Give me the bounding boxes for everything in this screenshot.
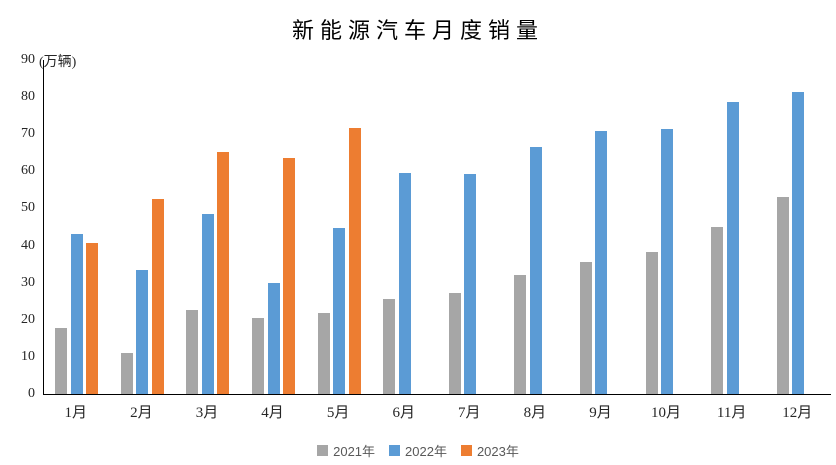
bar-series1-month3 xyxy=(186,310,199,394)
y-tick-label-30: 30 xyxy=(21,274,35,290)
y-tick-label-0: 0 xyxy=(28,386,35,401)
chart-title: 新能源汽车月度销量 xyxy=(291,18,544,43)
bar-series1-month9 xyxy=(579,261,592,394)
bar-series1-month10 xyxy=(645,251,658,394)
y-tick-label-60: 60 xyxy=(21,163,35,179)
x-tick-label-month11: 11月 xyxy=(716,405,747,421)
x-tick-label-month3: 3月 xyxy=(195,405,219,421)
bar-series2-month2 xyxy=(136,270,149,394)
x-tick-label-month12: 12月 xyxy=(782,405,813,421)
y-tick-label-90: 90 xyxy=(21,52,35,67)
x-tick-label-month1: 1月 xyxy=(64,405,88,421)
bar-series1-month12 xyxy=(776,196,789,394)
plot-area xyxy=(43,60,831,395)
y-tick-label-40: 40 xyxy=(21,237,35,253)
bar-series3-month2 xyxy=(151,199,164,394)
y-axis-unit-label: (万辆) xyxy=(39,55,77,70)
y-tick-label-50: 50 xyxy=(21,200,35,216)
x-tick-label-month10: 10月 xyxy=(651,405,682,421)
y-tick-label-20: 20 xyxy=(21,311,35,327)
bar-series1-month7 xyxy=(448,293,461,394)
bar-series3-month4 xyxy=(283,157,296,394)
bar-series2-month5 xyxy=(333,228,346,394)
legend-item-1: 2021年 xyxy=(317,441,375,460)
bar-series2-month1 xyxy=(70,234,83,394)
bar-series1-month8 xyxy=(514,274,527,394)
bar-series1-month11 xyxy=(711,227,724,394)
y-tick-label-80: 80 xyxy=(21,89,35,105)
x-tick-label-month5: 5月 xyxy=(326,405,350,421)
x-tick-label-month7: 7月 xyxy=(458,405,481,421)
y-tick-label-10: 10 xyxy=(21,348,35,364)
bar-series1-month1 xyxy=(55,327,68,394)
legend-label: 2022年 xyxy=(405,444,447,459)
legend-item-3: 2023年 xyxy=(460,441,519,460)
x-tick-label-month9: 9月 xyxy=(589,405,612,421)
bar-series2-month3 xyxy=(201,214,214,394)
bar-series2-month8 xyxy=(529,146,542,394)
bar-series2-month12 xyxy=(792,91,805,394)
bar-series1-month5 xyxy=(317,313,330,394)
bar-series1-month4 xyxy=(252,317,265,394)
bar-series2-month10 xyxy=(661,129,674,394)
bar-series2-month9 xyxy=(595,131,608,394)
legend-swatch-icon xyxy=(460,445,472,456)
bar-series2-month6 xyxy=(398,172,411,394)
legend-swatch-icon xyxy=(317,445,329,456)
legend-label: 2021年 xyxy=(333,444,376,459)
legend-swatch-icon xyxy=(389,445,401,456)
bar-series3-month1 xyxy=(86,242,99,394)
bar-series3-month3 xyxy=(217,151,230,394)
bar-series3-month5 xyxy=(348,127,361,394)
x-tick-label-month8: 8月 xyxy=(523,405,547,421)
legend-label: 2023年 xyxy=(476,444,519,459)
bar-series2-month11 xyxy=(726,102,739,394)
x-tick-label-month4: 4月 xyxy=(261,405,284,421)
bar-series1-month2 xyxy=(120,353,133,394)
y-tick-label-70: 70 xyxy=(21,126,35,142)
legend: 2021年 2022年 2023年 xyxy=(0,441,836,460)
bar-series2-month7 xyxy=(464,173,477,394)
x-tick-label-month2: 2月 xyxy=(130,405,153,421)
bar-series1-month6 xyxy=(383,299,396,394)
x-tick-label-month6: 6月 xyxy=(392,405,415,421)
bar-series2-month4 xyxy=(267,283,280,394)
legend-item-2: 2022年 xyxy=(389,441,447,460)
